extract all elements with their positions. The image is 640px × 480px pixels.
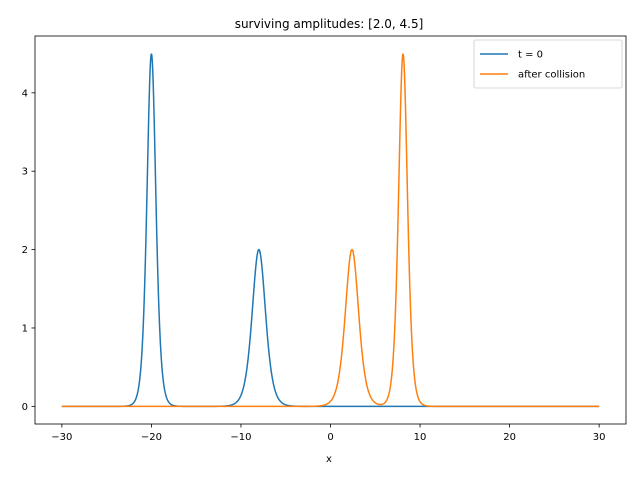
x-tick-label: 10: [414, 432, 427, 443]
axes: −30 −20 −10 0 10 20 30 0 1 2 3 4: [22, 35, 627, 443]
y-tick-label: 4: [22, 88, 28, 99]
plot-area: [61, 53, 600, 408]
y-tick-label: 3: [22, 167, 28, 178]
x-tick-label: 0: [327, 432, 333, 443]
x-tick-label: 20: [503, 432, 516, 443]
x-tick-label: −30: [51, 432, 72, 443]
x-tick-label: −20: [141, 432, 162, 443]
chart-title: surviving amplitudes: [2.0, 4.5]: [235, 17, 424, 31]
x-tick-label: −10: [230, 432, 251, 443]
legend: t = 0 after collision: [473, 39, 623, 89]
x-axis-label: x: [326, 454, 332, 465]
legend-label-0: t = 0: [518, 50, 543, 61]
y-tick-label: 0: [22, 402, 28, 413]
y-tick-label: 1: [22, 323, 28, 334]
x-tick-label: 30: [593, 432, 606, 443]
y-tick-label: 2: [22, 245, 28, 256]
legend-box: [473, 39, 623, 89]
legend-label-1: after collision: [518, 70, 585, 81]
series-line-1: [61, 53, 600, 408]
